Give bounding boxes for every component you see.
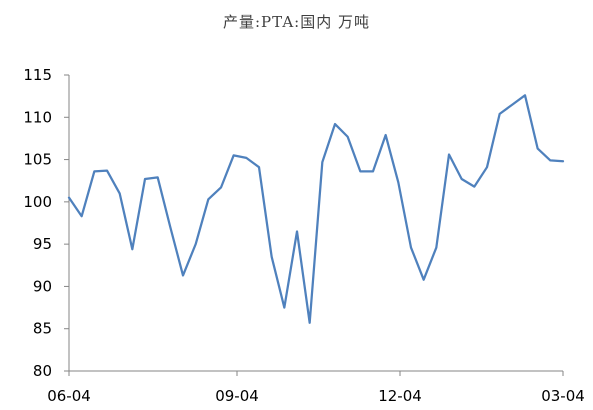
data-point [258, 166, 260, 168]
data-point [194, 243, 196, 245]
x-tick-label: 09-04 [215, 387, 259, 405]
data-point [283, 306, 285, 308]
y-tick-label: 90 [33, 277, 52, 295]
data-point [486, 166, 488, 168]
data-point [156, 176, 158, 178]
data-point [220, 186, 222, 188]
data-point [118, 192, 120, 194]
data-point [182, 274, 184, 276]
data-point [422, 278, 424, 280]
data-point [435, 246, 437, 248]
data-point [460, 178, 462, 180]
x-tick-label: 03-04 [541, 387, 585, 405]
data-point [372, 170, 374, 172]
data-point [232, 154, 234, 156]
data-point [270, 256, 272, 258]
data-point [562, 160, 564, 162]
x-axis: 06-04 09-04 12-04 03-04 [47, 371, 585, 405]
data-point [524, 94, 526, 96]
data-point [207, 198, 209, 200]
y-axis: 80 85 90 95 100 105 110 115 [23, 66, 69, 380]
data-point [536, 147, 538, 149]
data-point [473, 185, 475, 187]
data-point [321, 161, 323, 163]
data-point [144, 178, 146, 180]
data-point [169, 226, 171, 228]
data-point [498, 113, 500, 115]
y-tick-label: 110 [23, 108, 52, 126]
y-tick-label: 100 [23, 193, 52, 211]
data-point [334, 123, 336, 125]
data-point [131, 248, 133, 250]
data-point [346, 136, 348, 138]
data-point [410, 246, 412, 248]
series-line [69, 95, 563, 322]
data-point [549, 159, 551, 161]
data-point [93, 170, 95, 172]
x-tick-label: 06-04 [47, 387, 91, 405]
data-point [359, 170, 361, 172]
data-point [511, 103, 513, 105]
data-point [384, 134, 386, 136]
data-point [68, 196, 70, 198]
data-point [448, 153, 450, 155]
data-point [296, 230, 298, 232]
data-point [397, 181, 399, 183]
x-tick-label: 12-04 [378, 387, 422, 405]
y-tick-label: 80 [33, 362, 52, 380]
y-tick-label: 105 [23, 151, 52, 169]
data-point [245, 157, 247, 159]
data-point [80, 215, 82, 217]
data-point [106, 169, 108, 171]
y-tick-label: 115 [23, 66, 52, 84]
y-tick-label: 95 [33, 235, 52, 253]
series-group [68, 94, 564, 324]
data-point [308, 322, 310, 324]
y-tick-label: 85 [33, 320, 52, 338]
